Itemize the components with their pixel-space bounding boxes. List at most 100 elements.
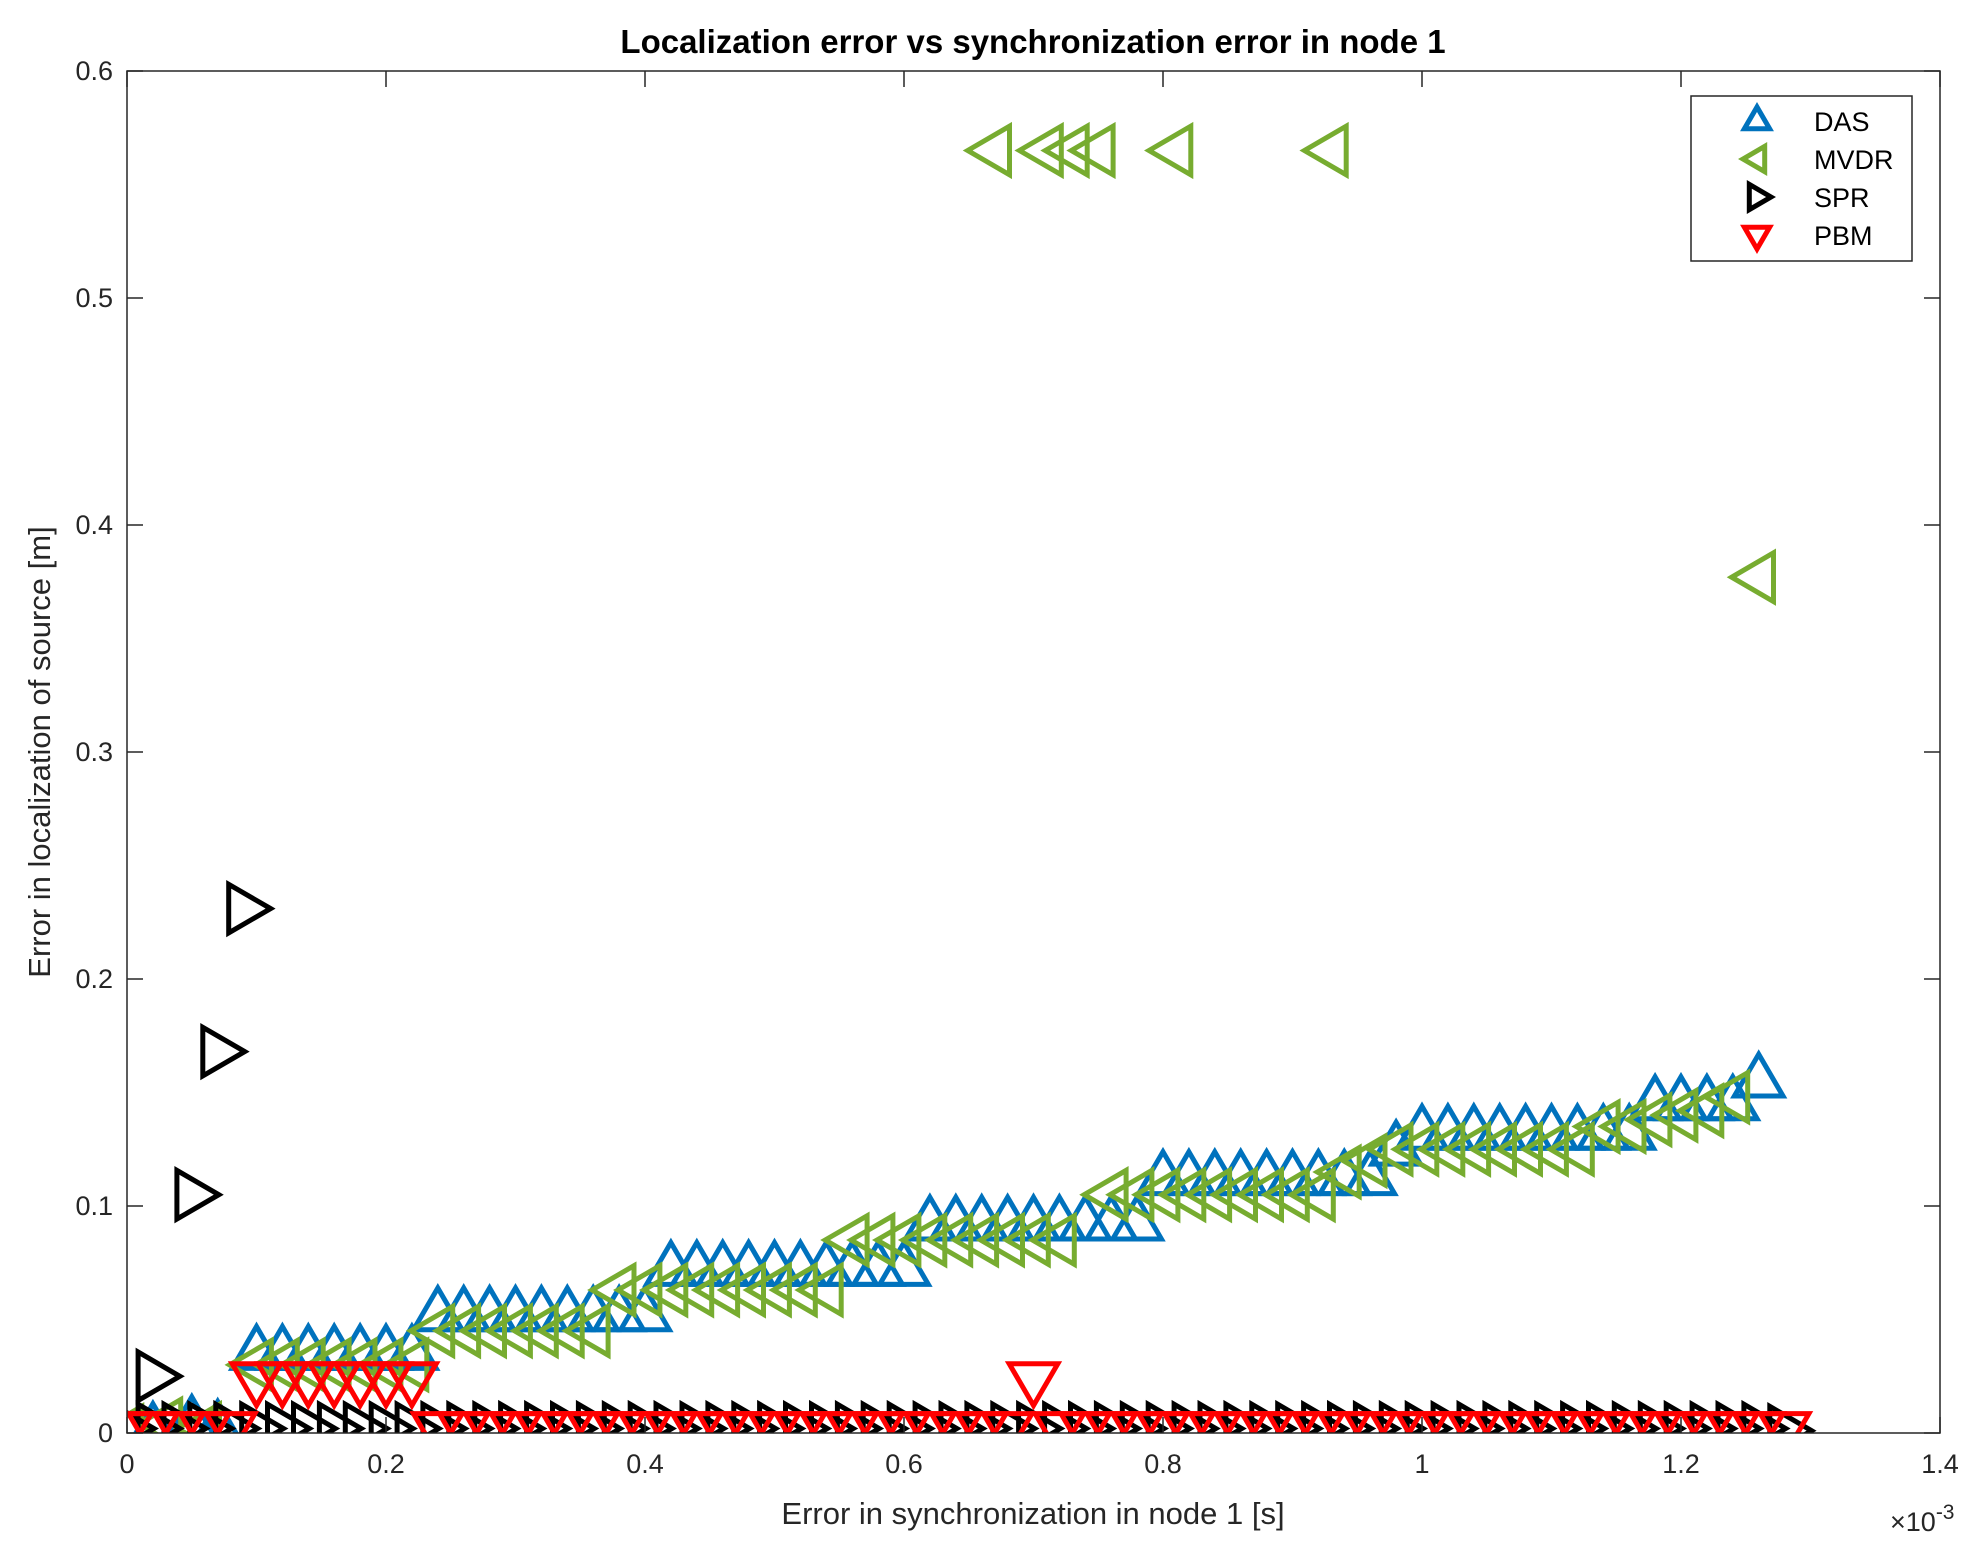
data-point-mvdr	[613, 1261, 663, 1319]
data-point-mvdr	[1027, 1211, 1077, 1269]
data-point-mvdr	[897, 1211, 948, 1269]
data-point-pbm	[383, 1361, 441, 1411]
data-point-mvdr	[1014, 121, 1064, 180]
y-tick-label: 0.6	[75, 56, 113, 86]
x-tick-label: 0.4	[626, 1449, 664, 1479]
data-point-mvdr	[1286, 1166, 1336, 1224]
y-tick-label: 0.1	[75, 1191, 113, 1221]
data-point-spr	[265, 1399, 315, 1433]
data-point-mvdr	[949, 1211, 1000, 1269]
x-exponent-base: ×10	[1890, 1507, 1936, 1537]
data-point-spr	[174, 1166, 224, 1224]
axis-tick-labels: 0 0.2 0.4 0.6 0.8 1 1.2 1.4 0 0.1 0.2 0.3 0.4 0.5 0.6	[75, 56, 1958, 1479]
data-point-mvdr	[1131, 1166, 1181, 1224]
data-point-mvdr	[405, 1302, 456, 1360]
legend-items: DAS MVDR SPR PBM	[1738, 102, 1894, 254]
data-point-mvdr	[1467, 1120, 1517, 1178]
data-point-mvdr	[1390, 1120, 1440, 1178]
data-point-mvdr	[509, 1302, 559, 1360]
legend-label-spr: SPR	[1814, 183, 1870, 213]
legend-marker-mvdr	[1738, 142, 1768, 176]
series-pbm	[127, 1361, 1814, 1433]
data-point-mvdr	[457, 1302, 507, 1360]
data-point-spr	[316, 1399, 367, 1433]
data-point-spr	[239, 1399, 289, 1433]
data-point-mvdr	[923, 1211, 974, 1269]
data-point-mvdr	[561, 1302, 611, 1360]
data-point-mvdr	[587, 1261, 637, 1319]
data-point-mvdr	[1208, 1166, 1258, 1224]
data-point-spr	[135, 1347, 185, 1405]
data-point-mvdr	[1182, 1166, 1233, 1224]
data-point-das	[196, 1396, 239, 1433]
data-point-mvdr	[1441, 1120, 1492, 1178]
data-point-spr	[127, 1409, 159, 1433]
y-tick-label: 0.5	[75, 283, 113, 313]
data-point-mvdr	[768, 1261, 818, 1319]
legend-marker-pbm	[1740, 224, 1774, 254]
data-point-mvdr	[794, 1261, 844, 1319]
data-point-mvdr	[664, 1261, 715, 1319]
data-point-mvdr	[716, 1261, 766, 1319]
data-point-mvdr	[1299, 121, 1349, 180]
data-point-mvdr	[1700, 1068, 1751, 1126]
data-point-mvdr	[1674, 1082, 1725, 1140]
data-point-mvdr	[1415, 1120, 1466, 1178]
data-point-mvdr	[1364, 1120, 1414, 1178]
x-exponent-power: -3	[1936, 1501, 1955, 1524]
data-point-mvdr	[820, 1211, 870, 1269]
data-point-mvdr	[431, 1302, 482, 1360]
x-tick-label: 1.4	[1921, 1449, 1959, 1479]
data-point-mvdr	[1040, 121, 1090, 180]
data-point-mvdr	[962, 121, 1012, 180]
legend-label-das: DAS	[1814, 107, 1870, 137]
legend-label-mvdr: MVDR	[1814, 145, 1894, 175]
data-point-mvdr	[742, 1261, 792, 1319]
data-point-spr	[291, 1399, 341, 1433]
data-point-spr	[394, 1399, 444, 1433]
legend-label-pbm: PBM	[1814, 221, 1873, 251]
data-point-mvdr	[1066, 121, 1116, 180]
y-tick-label: 0	[98, 1418, 113, 1448]
data-point-mvdr	[1545, 1120, 1595, 1178]
data-point-pbm	[201, 1411, 260, 1433]
data-point-mvdr	[1623, 1091, 1673, 1149]
data-point-mvdr	[1260, 1166, 1310, 1224]
data-point-mvdr	[1493, 1120, 1543, 1178]
data-point-mvdr	[1156, 1166, 1207, 1224]
data-point-mvdr	[1649, 1086, 1699, 1144]
y-tick-label: 0.3	[75, 737, 113, 767]
chart-title: Localization error vs synchronization er…	[620, 23, 1445, 60]
data-point-mvdr	[638, 1261, 689, 1319]
data-point-mvdr	[1519, 1120, 1569, 1178]
data-point-mvdr	[1105, 1166, 1155, 1224]
axis-ticks	[126, 70, 1941, 1434]
data-point-spr	[368, 1399, 418, 1433]
data-point-mvdr	[1234, 1166, 1284, 1224]
x-tick-label: 1.2	[1662, 1449, 1700, 1479]
y-tick-label: 0.2	[75, 964, 113, 994]
x-tick-label: 0.2	[367, 1449, 405, 1479]
data-point-spr	[226, 879, 276, 938]
data-point-pbm	[1004, 1361, 1063, 1411]
y-axis-label: Error in localization of source [m]	[22, 526, 57, 977]
data-point-mvdr	[1726, 548, 1776, 606]
data-point-pbm	[978, 1411, 1037, 1433]
data-point-mvdr	[1079, 1166, 1129, 1224]
data-point-mvdr	[1571, 1097, 1621, 1156]
legend-marker-spr	[1746, 180, 1776, 214]
x-tick-label: 0.6	[885, 1449, 923, 1479]
x-tick-label: 0.8	[1144, 1449, 1182, 1479]
legend: DAS MVDR SPR PBM	[1690, 95, 1913, 262]
y-tick-label: 0.4	[75, 510, 113, 540]
data-markers	[127, 121, 1817, 1433]
data-point-mvdr	[1144, 121, 1194, 180]
x-tick-label: 1	[1414, 1449, 1429, 1479]
legend-marker-das	[1740, 102, 1774, 132]
x-exponent-label: ×10-3	[1890, 1501, 1955, 1537]
x-axis-label: Error in synchronization in node 1 [s]	[781, 1496, 1284, 1531]
data-point-mvdr	[872, 1211, 922, 1269]
data-point-spr	[200, 1022, 250, 1081]
legend-box	[1690, 95, 1913, 262]
